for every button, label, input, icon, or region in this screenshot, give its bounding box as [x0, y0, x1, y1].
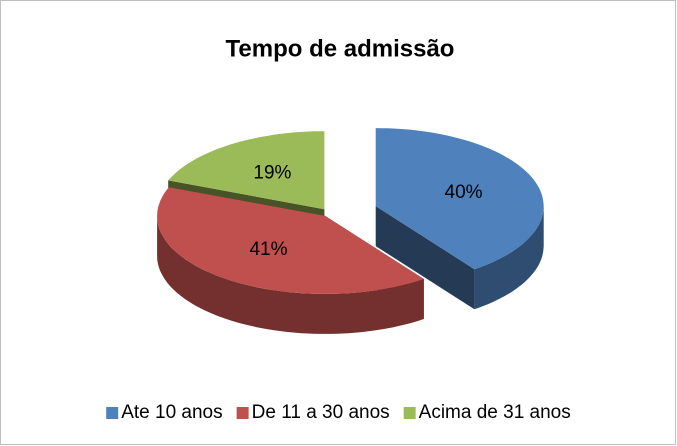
pie-slice [157, 187, 424, 334]
data-label: 19% [253, 163, 291, 184]
chart-title: Tempo de admissão [226, 35, 455, 62]
legend-swatch [106, 407, 119, 419]
pie-slice [375, 128, 544, 310]
data-label: 40% [445, 182, 483, 203]
slice-wall [474, 206, 544, 310]
slice-wall [157, 215, 424, 334]
slice-top [168, 131, 325, 210]
slice-side [375, 206, 475, 310]
slice-top [157, 187, 424, 294]
slice-top [375, 128, 544, 270]
data-label: 41% [249, 239, 287, 260]
legend-swatch [403, 407, 416, 419]
legend-swatch [236, 407, 249, 419]
legend-label: Acima de 31 anos [419, 402, 571, 423]
legend-label: Ate 10 anos [121, 402, 222, 423]
legend: Ate 10 anos De 11 a 30 anos Acima de 31 an… [106, 402, 571, 423]
legend-label: De 11 a 30 anos [252, 402, 390, 423]
